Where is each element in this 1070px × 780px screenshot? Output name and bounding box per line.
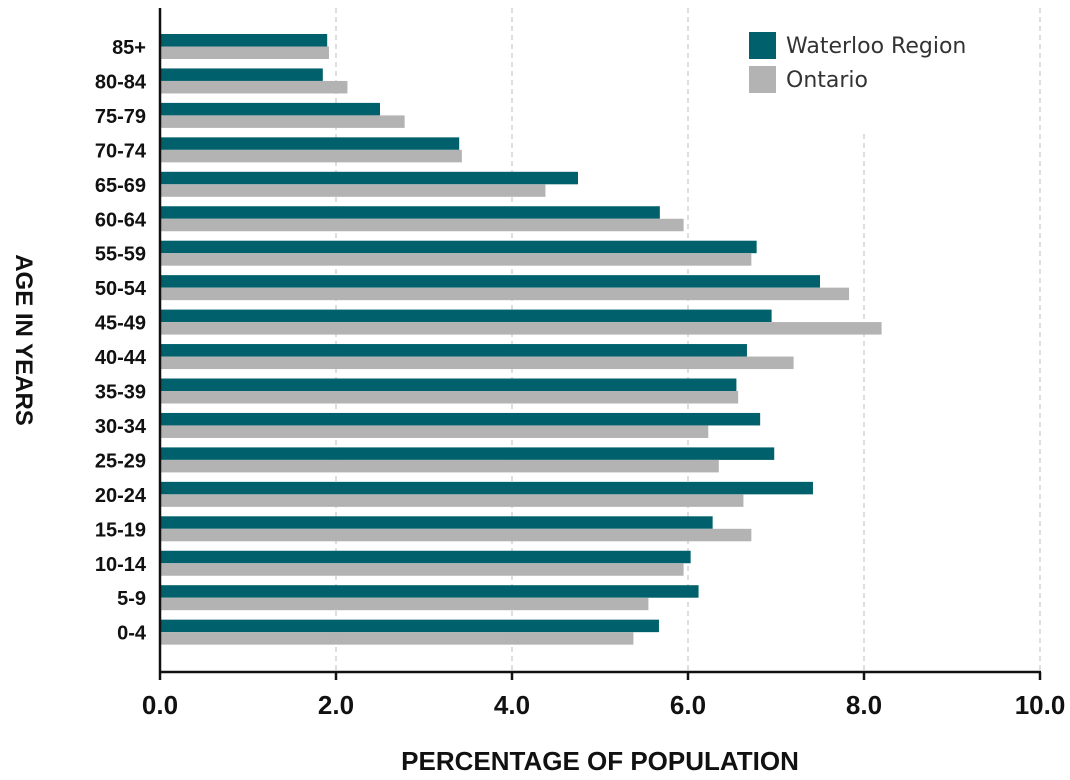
bar-waterloo-region bbox=[160, 137, 460, 150]
legend-swatch bbox=[749, 66, 776, 93]
bar-ontario bbox=[160, 287, 850, 301]
y-tick-label: 70-74 bbox=[95, 140, 147, 162]
legend-label: Ontario bbox=[786, 68, 868, 93]
legend: Waterloo Region Ontario bbox=[749, 32, 966, 93]
bar-waterloo-region bbox=[160, 206, 660, 219]
bar-waterloo-region bbox=[160, 171, 578, 185]
x-tick-labels: 0.0 2.0 4.0 6.0 8.0 10.0 bbox=[142, 672, 1065, 720]
x-tick-label: 10.0 bbox=[1015, 690, 1066, 720]
y-tick-labels: 85+ 80-84 75-79 70-74 65-69 60-64 55-59 50-54 45… bbox=[95, 37, 147, 645]
bar-waterloo-region bbox=[160, 516, 713, 529]
bar-ontario bbox=[160, 149, 462, 163]
bar-waterloo-region bbox=[160, 550, 691, 564]
bar-waterloo-region bbox=[160, 102, 380, 116]
bar-ontario bbox=[160, 253, 752, 266]
bar-ontario bbox=[160, 563, 684, 576]
bars bbox=[160, 34, 882, 645]
bar-waterloo-region bbox=[160, 585, 699, 598]
bar-ontario bbox=[160, 391, 739, 404]
bar-waterloo-region bbox=[160, 34, 328, 47]
x-axis-title: PERCENTAGE OF POPULATION bbox=[401, 746, 799, 776]
y-tick-label: 45-49 bbox=[95, 313, 146, 335]
y-tick-label: 25-29 bbox=[95, 450, 146, 472]
y-tick-label: 15-19 bbox=[95, 519, 146, 541]
bar-ontario bbox=[160, 459, 719, 473]
bar-waterloo-region bbox=[160, 344, 747, 357]
y-tick-label: 10-14 bbox=[95, 554, 147, 576]
x-tick-label: 0.0 bbox=[142, 690, 178, 720]
bar-ontario bbox=[160, 528, 752, 542]
y-tick-label: 55-59 bbox=[95, 244, 146, 266]
y-tick-label: 0-4 bbox=[117, 623, 147, 645]
bar-ontario bbox=[160, 218, 684, 232]
bar-ontario bbox=[160, 356, 794, 370]
y-tick-label: 80-84 bbox=[95, 71, 147, 93]
bar-waterloo-region bbox=[160, 309, 772, 323]
y-tick-label: 75-79 bbox=[95, 106, 146, 128]
bar-ontario bbox=[160, 425, 709, 438]
y-axis-title: AGE IN YEARS bbox=[10, 254, 37, 426]
bar-ontario bbox=[160, 184, 546, 197]
y-tick-label: 35-39 bbox=[95, 382, 146, 404]
y-tick-label: 20-24 bbox=[95, 485, 147, 507]
bar-waterloo-region bbox=[160, 240, 757, 254]
bar-waterloo-region bbox=[160, 619, 659, 633]
bar-ontario bbox=[160, 597, 649, 611]
y-tick-label: 30-34 bbox=[95, 416, 147, 438]
bar-ontario bbox=[160, 80, 348, 94]
bar-waterloo-region bbox=[160, 447, 775, 460]
bar-waterloo-region bbox=[160, 275, 820, 288]
bar-waterloo-region bbox=[160, 481, 813, 495]
bar-waterloo-region bbox=[160, 412, 761, 426]
bar-waterloo-region bbox=[160, 68, 323, 81]
y-tick-label: 5-9 bbox=[117, 588, 146, 610]
x-tick-label: 2.0 bbox=[318, 690, 354, 720]
y-tick-label: 40-44 bbox=[95, 347, 147, 369]
x-tick-label: 4.0 bbox=[494, 690, 530, 720]
y-tick-label: 65-69 bbox=[95, 175, 146, 197]
bar-waterloo-region bbox=[160, 378, 737, 391]
y-tick-label: 60-64 bbox=[95, 209, 147, 231]
legend-label: Waterloo Region bbox=[786, 34, 966, 59]
y-tick-label: 85+ bbox=[112, 37, 146, 59]
y-tick-label: 50-54 bbox=[95, 278, 147, 300]
x-tick-label: 8.0 bbox=[846, 690, 882, 720]
bar-ontario bbox=[160, 322, 882, 335]
bar-ontario bbox=[160, 46, 329, 59]
bar-ontario bbox=[160, 115, 405, 128]
bar-ontario bbox=[160, 494, 744, 507]
bar-ontario bbox=[160, 632, 634, 645]
legend-swatch bbox=[749, 32, 776, 59]
x-tick-label: 6.0 bbox=[670, 690, 706, 720]
